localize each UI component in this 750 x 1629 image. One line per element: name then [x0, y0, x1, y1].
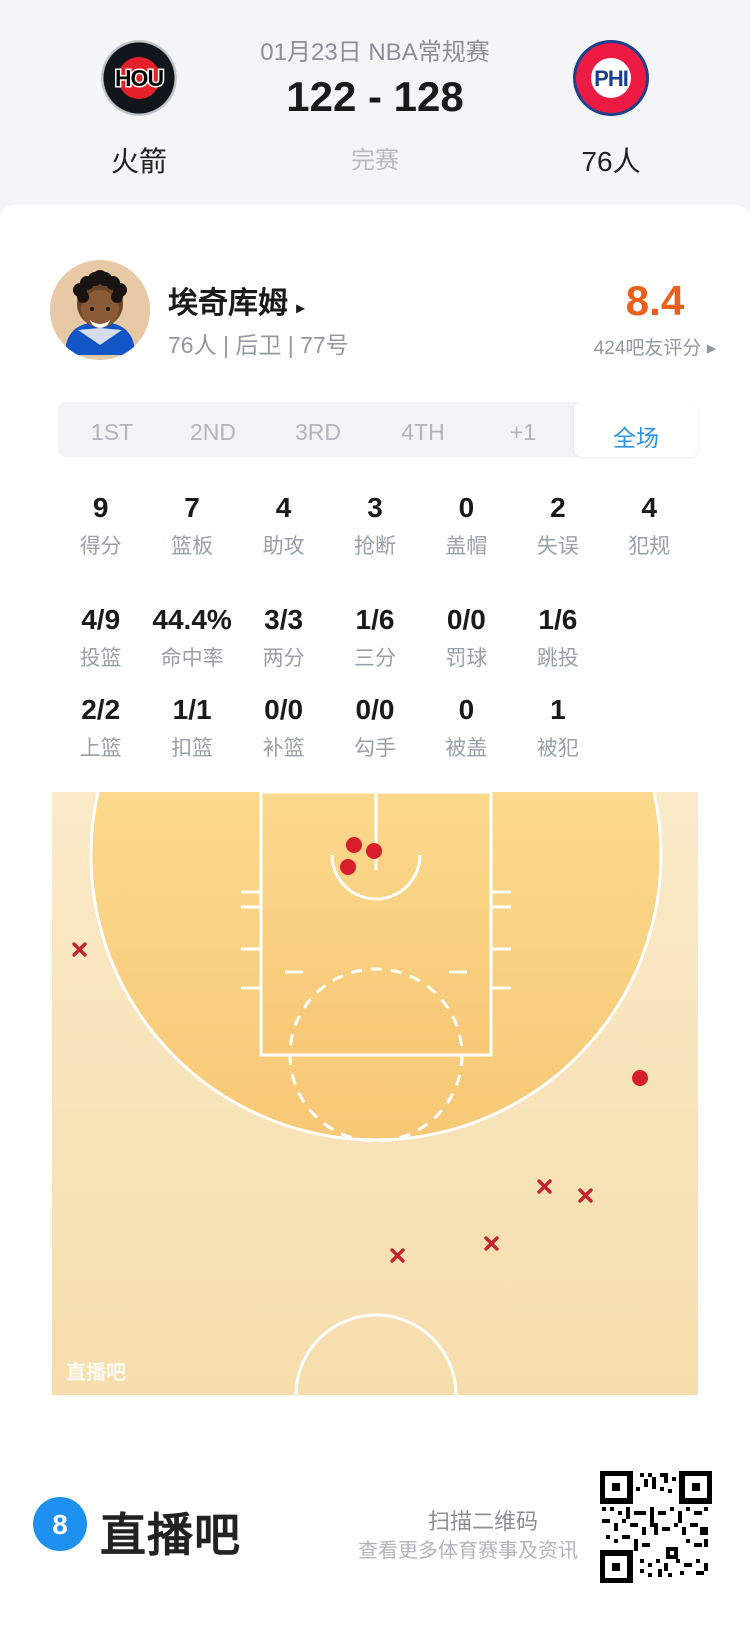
svg-text:HOU: HOU	[115, 65, 164, 91]
svg-text:直播吧: 直播吧	[66, 1360, 126, 1384]
svg-text:8: 8	[52, 1509, 68, 1540]
svg-text:PHI: PHI	[594, 66, 628, 91]
